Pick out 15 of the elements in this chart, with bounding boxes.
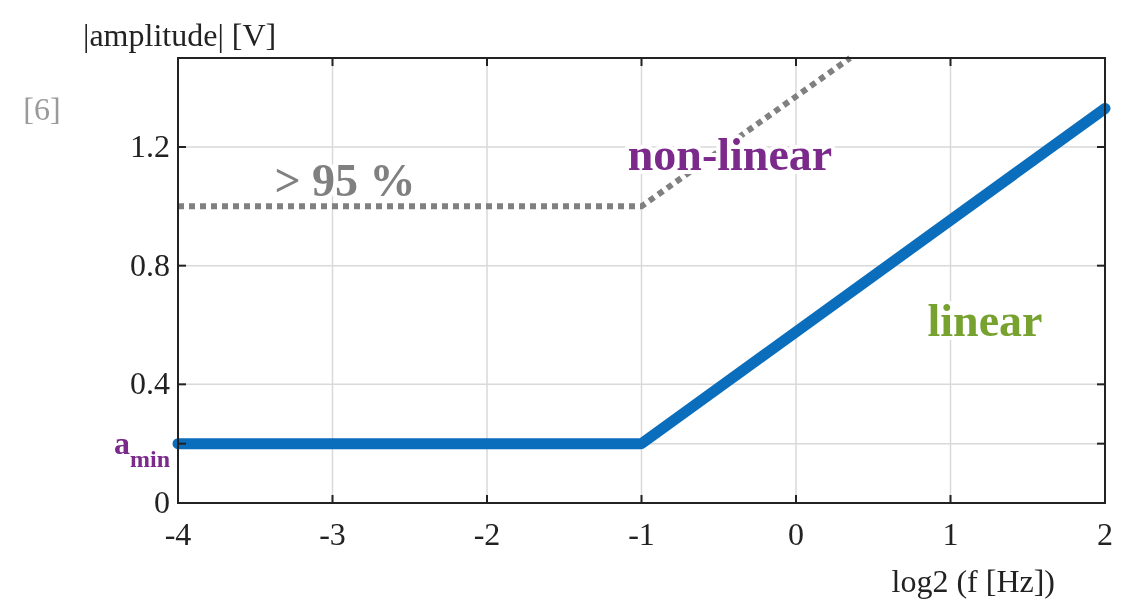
x-tick-label: 1 <box>942 516 959 552</box>
x-tick-label: 2 <box>1097 516 1113 552</box>
y-tick-label: 0.8 <box>130 246 170 283</box>
x-tick-label: -2 <box>473 516 501 552</box>
x-tick-label: 0 <box>788 516 804 552</box>
y-axis-title: |amplitude| [V] <box>83 17 277 53</box>
y-tick-label: a$_{min}$ <box>113 424 170 472</box>
text: [6] <box>23 91 61 127</box>
annotation: > 95 % <box>274 155 416 206</box>
y-tick-label: 1.2 <box>130 128 170 164</box>
x-tick-label: -3 <box>319 516 346 552</box>
annotation: linear <box>927 295 1043 346</box>
x-tick-label: -1 <box>628 516 655 552</box>
y-tick-label: 0.4 <box>130 365 170 402</box>
x-axis-title: log2 (f [Hz]) <box>891 563 1055 599</box>
